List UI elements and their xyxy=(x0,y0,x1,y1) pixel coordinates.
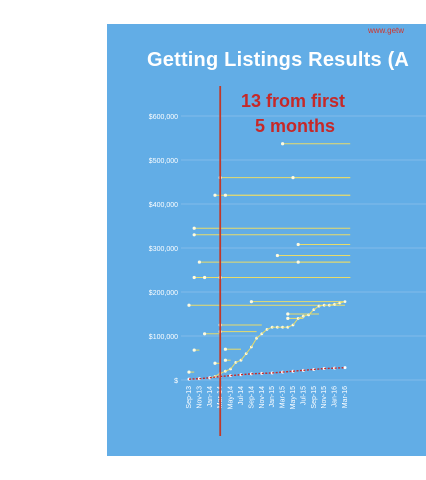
x-tick-label: Jan-14 xyxy=(207,386,214,408)
listing-point xyxy=(275,253,279,258)
chart-title: Getting Listings Results (A xyxy=(147,49,410,71)
listing-point xyxy=(197,260,201,264)
x-tick-label: Sep-15 xyxy=(311,386,318,409)
x-tick-label: May-15 xyxy=(290,386,297,409)
listing-point xyxy=(296,260,300,264)
listing-point xyxy=(192,275,196,280)
trend-segment xyxy=(282,370,294,373)
trend-segment xyxy=(199,377,210,380)
listing-point xyxy=(192,233,196,237)
listing-point xyxy=(291,176,295,180)
listing-point xyxy=(187,370,191,374)
y-tick-label: $400,000 xyxy=(149,202,178,209)
chart-panel: www.getw Getting Listings Results (A $ $1… xyxy=(107,24,426,456)
listing-point xyxy=(223,358,227,362)
trend-segment xyxy=(313,367,325,371)
trend-segment xyxy=(292,369,304,372)
trend-segment xyxy=(272,371,283,374)
y-tick-label: $100,000 xyxy=(149,334,178,341)
x-tick-label: Nov-15 xyxy=(321,386,328,409)
step-segment xyxy=(250,337,258,348)
trend-point xyxy=(260,371,264,375)
annotation-line-1: 13 from first xyxy=(241,91,345,111)
listing-point xyxy=(249,300,253,304)
trend-segment xyxy=(209,375,221,379)
y-tick-label: $600,000 xyxy=(149,114,178,121)
annotation-line-2: 5 months xyxy=(255,116,335,136)
listing-point xyxy=(192,226,196,230)
trend-segment xyxy=(303,368,314,372)
listing-point xyxy=(286,316,290,320)
x-tick-label: Jan-15 xyxy=(269,386,276,408)
trend-segment xyxy=(230,374,242,377)
x-tick-label: Sep-13 xyxy=(186,386,193,409)
step-segment xyxy=(240,353,247,361)
plot-area: $ $100,000 $200,000 $300,000 $400,000 $500,00… xyxy=(149,86,426,436)
listing-point xyxy=(223,193,227,197)
listing-point xyxy=(286,312,290,316)
trend-segment xyxy=(220,374,231,378)
x-tick-label: Sep-14 xyxy=(248,386,255,409)
listing-point xyxy=(192,348,196,352)
website-url: www.getw xyxy=(368,26,405,35)
x-tick-label: Jul-14 xyxy=(238,386,245,405)
x-tick-label: Mar-16 xyxy=(342,386,349,408)
step-segment xyxy=(245,346,252,354)
listing-point xyxy=(203,332,207,336)
step-point xyxy=(343,300,347,304)
trend-segment xyxy=(240,373,252,376)
x-tick-label: Nov-13 xyxy=(196,386,203,409)
x-tick-label: May-14 xyxy=(228,386,235,409)
listing-point xyxy=(187,303,191,307)
listing-point xyxy=(203,275,207,280)
listing-point xyxy=(281,142,285,146)
listing-point xyxy=(213,193,217,197)
listing-point xyxy=(223,347,227,351)
x-tick-label: Jul-15 xyxy=(300,386,307,405)
y-tick-label: $300,000 xyxy=(149,246,178,253)
y-tick-label: $ xyxy=(174,378,178,385)
x-tick-label: Nov-14 xyxy=(259,386,266,409)
trend-point xyxy=(343,366,347,370)
y-tick-label: $500,000 xyxy=(149,158,178,165)
listing-point xyxy=(213,361,217,365)
y-tick-label: $200,000 xyxy=(149,290,178,297)
x-tick-label: Mar-15 xyxy=(280,386,287,408)
listing-point xyxy=(296,242,300,247)
x-tick-label: Jan-16 xyxy=(332,386,339,408)
step-segment xyxy=(292,318,299,326)
step-segment xyxy=(230,362,237,370)
